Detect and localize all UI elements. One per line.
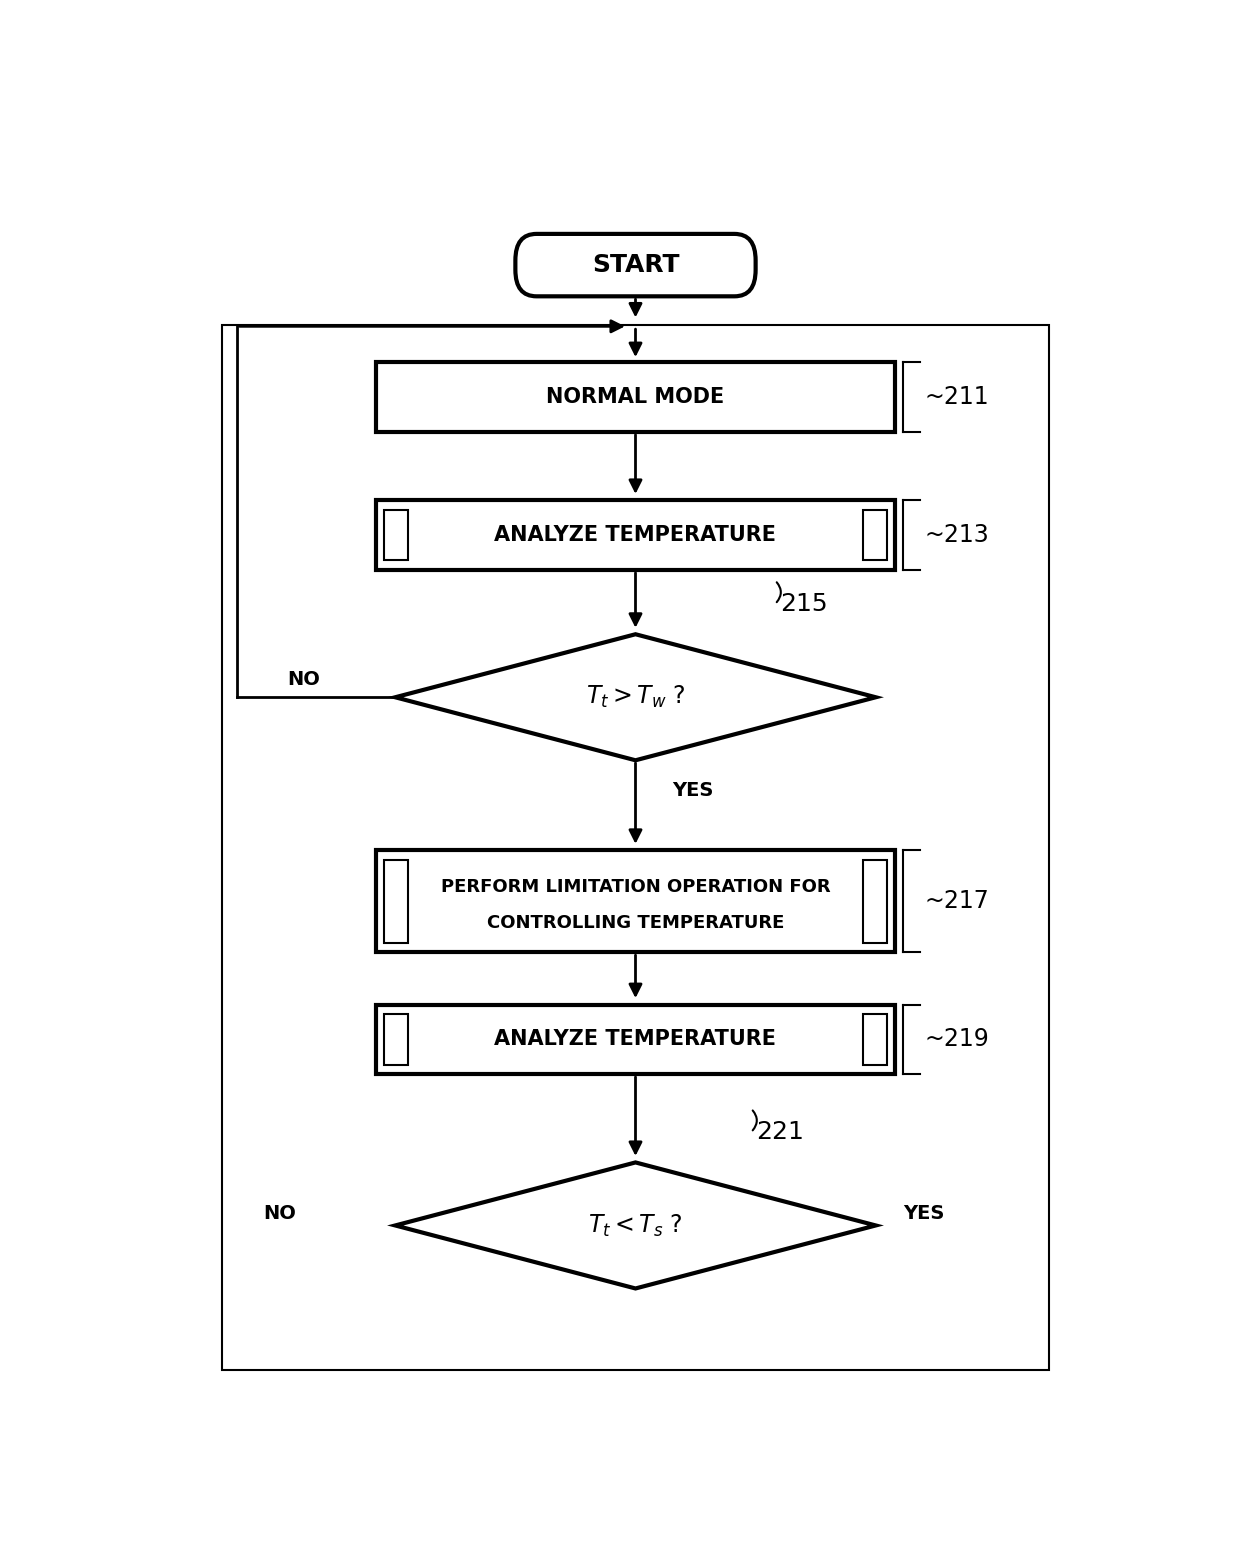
Text: 215: 215 — [780, 592, 827, 616]
Bar — [376, 850, 895, 953]
Text: 221: 221 — [755, 1121, 804, 1144]
Bar — [863, 861, 888, 943]
Text: YES: YES — [672, 781, 714, 800]
Text: YES: YES — [903, 1204, 945, 1222]
Bar — [863, 1015, 888, 1065]
Bar — [376, 500, 895, 571]
Text: ~219: ~219 — [925, 1027, 990, 1051]
Text: ANALYZE TEMPERATURE: ANALYZE TEMPERATURE — [495, 525, 776, 546]
Text: PERFORM LIMITATION OPERATION FOR: PERFORM LIMITATION OPERATION FOR — [440, 878, 831, 896]
Polygon shape — [396, 635, 875, 761]
Text: ~217: ~217 — [925, 889, 990, 914]
Text: $T_t > T_w$ ?: $T_t > T_w$ ? — [585, 684, 686, 711]
Text: ~211: ~211 — [925, 385, 990, 408]
FancyBboxPatch shape — [516, 234, 755, 296]
Text: ~213: ~213 — [925, 524, 990, 547]
Bar — [383, 1015, 408, 1065]
Text: NORMAL MODE: NORMAL MODE — [547, 387, 724, 407]
Text: START: START — [591, 253, 680, 278]
Bar — [376, 362, 895, 432]
Text: NO: NO — [263, 1204, 296, 1222]
Bar — [222, 326, 1049, 1369]
Polygon shape — [396, 1163, 875, 1288]
Bar — [383, 861, 408, 943]
Text: NO: NO — [288, 670, 320, 689]
Text: ANALYZE TEMPERATURE: ANALYZE TEMPERATURE — [495, 1029, 776, 1049]
Bar — [863, 510, 888, 560]
Text: $T_t < T_s$ ?: $T_t < T_s$ ? — [588, 1213, 683, 1238]
Text: CONTROLLING TEMPERATURE: CONTROLLING TEMPERATURE — [487, 914, 784, 932]
Bar — [383, 510, 408, 560]
Bar — [376, 1004, 895, 1074]
